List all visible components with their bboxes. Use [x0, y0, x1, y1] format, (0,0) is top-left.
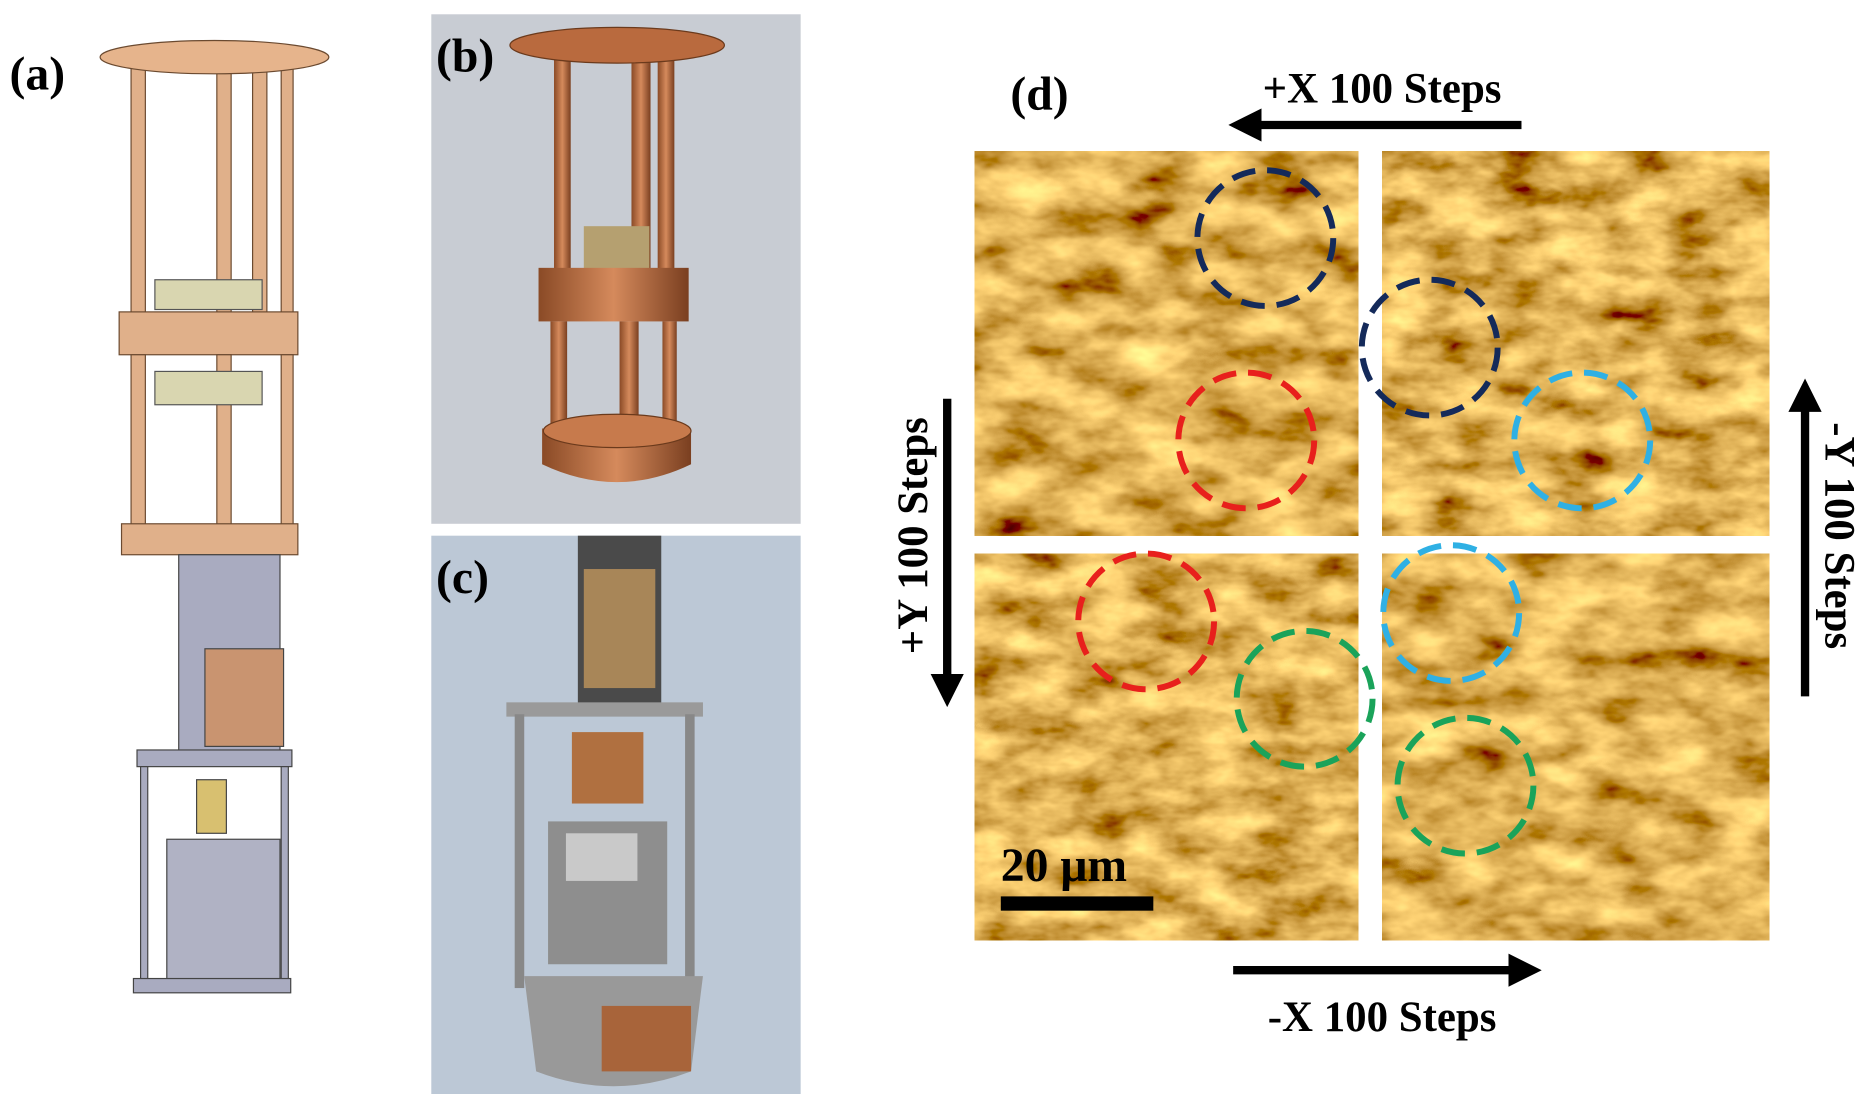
panel-a-drawing-part	[130, 58, 146, 317]
panel-a-drawing-part	[154, 370, 263, 406]
panel-label: (d)	[1010, 69, 1068, 121]
panel-b-photo-part	[542, 413, 692, 449]
panel-a-drawing-part	[154, 279, 263, 311]
panel-b-photo-part	[583, 226, 650, 274]
scale-bar-label: 20 μm	[1001, 840, 1127, 892]
panel-a-drawing-part	[139, 766, 149, 982]
panel-a-drawing-part	[166, 838, 281, 983]
afm-images-part	[974, 151, 1359, 536]
arrow-label: -Y 100 Steps	[1815, 422, 1862, 649]
panel-b-photo	[431, 14, 801, 524]
panel-b-photo-part	[657, 47, 675, 274]
arrow-label: +Y 100 Steps	[890, 417, 937, 654]
panel-a-drawing-part	[136, 749, 293, 768]
feature-circles-part	[1194, 167, 1337, 309]
feature-circles-part	[1075, 550, 1218, 693]
feature-circles-part	[1233, 627, 1376, 770]
panel-b-photo-part	[662, 321, 677, 441]
afm-images-part	[1382, 151, 1770, 536]
arrow-label: +X 100 Steps	[1263, 65, 1502, 112]
panel-b-photo-part	[631, 47, 651, 274]
panel-c-photo-part	[506, 702, 703, 717]
panel-c-photo	[431, 535, 801, 1094]
panel-a-drawing-part	[195, 779, 227, 834]
panel-b-photo-part	[509, 26, 725, 64]
feature-circles-part	[1380, 542, 1523, 684]
panel-a-drawing-part	[132, 977, 292, 994]
panel-label: (a)	[10, 48, 66, 100]
panel-c-photo-part	[514, 714, 525, 989]
panel-c-photo-part	[583, 569, 656, 689]
feature-circles	[1075, 167, 1654, 857]
panel-a-drawing-part	[280, 354, 294, 528]
feature-circles-part	[1511, 369, 1654, 512]
panel-a-drawing-part	[251, 58, 268, 317]
scale-bar	[1000, 896, 1154, 911]
panel-a-drawing-part	[280, 766, 289, 982]
afm-images-part	[1382, 553, 1770, 941]
afm-images-part	[974, 553, 1359, 941]
panel-b-photo-part	[538, 267, 689, 322]
panel-c-photo-part	[571, 732, 644, 804]
panel-a-drawing-part	[216, 58, 232, 317]
panel-a-drawing-part	[118, 311, 299, 356]
afm-images	[974, 151, 1770, 941]
feature-circles-part	[1175, 369, 1318, 512]
panel-c-photo-part	[601, 1005, 692, 1072]
panel-b-photo-part	[550, 321, 568, 441]
feature-circles-part	[1358, 276, 1501, 419]
panel-b-photo-part	[619, 321, 639, 441]
arrow-label: -X 100 Steps	[1268, 994, 1497, 1041]
panel-label: (c)	[436, 552, 489, 604]
panel-a-drawing-part	[204, 648, 285, 747]
step-arrows	[930, 108, 1822, 987]
feature-circles-part	[1394, 714, 1537, 857]
panel-b-photo-part	[554, 47, 571, 274]
panel-label: (b)	[436, 30, 494, 82]
panel-a-drawing-part	[130, 354, 146, 528]
panel-a-drawing-part	[120, 523, 299, 556]
panel-a-drawing-part	[99, 39, 330, 75]
panel-a-drawing	[99, 39, 330, 994]
panel-c-photo-part	[685, 714, 695, 989]
panel-c-photo-part	[565, 833, 638, 881]
panel-a-drawing-part	[280, 58, 294, 317]
